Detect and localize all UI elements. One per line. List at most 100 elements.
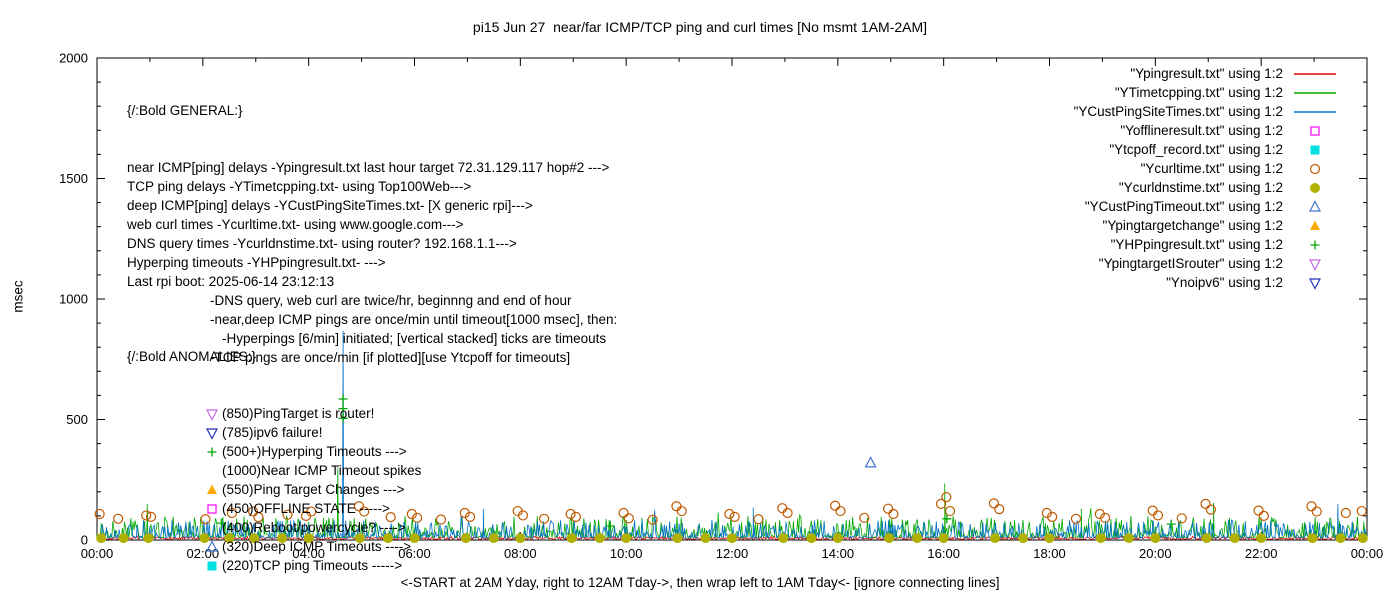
data-point bbox=[207, 503, 217, 514]
data-point bbox=[1201, 533, 1212, 544]
data-point bbox=[515, 533, 526, 544]
legend-entry-Yofflineresult.txt: "Yofflineresult.txt" using 1:2 bbox=[1074, 121, 1338, 140]
legend-entry-YCustPingTimeout.txt: "YCustPingTimeout.txt" using 1:2 bbox=[1074, 197, 1338, 216]
data-point bbox=[207, 447, 217, 456]
data-point bbox=[832, 533, 843, 544]
anomaly-item: (450)OFFLINE STATE -----> bbox=[127, 499, 421, 518]
anomaly-text: (220)TCP ping Timeouts -----> bbox=[222, 558, 403, 573]
data-point bbox=[912, 533, 923, 544]
x-tick-label: 10:00 bbox=[610, 546, 643, 561]
data-point bbox=[989, 533, 1000, 544]
data-point bbox=[206, 408, 218, 421]
data-point bbox=[676, 505, 687, 517]
data-point bbox=[1310, 125, 1320, 136]
y-axis-label: msec bbox=[10, 280, 26, 313]
anomaly-text: (450)OFFLINE STATE -----> bbox=[222, 501, 390, 516]
data-point bbox=[753, 514, 764, 525]
legend: "Ypingresult.txt" using 1:2 "YTimetcpping… bbox=[1074, 64, 1338, 292]
data-point bbox=[935, 498, 947, 509]
anomaly-item: (785)ipv6 failure! bbox=[127, 423, 421, 442]
data-point bbox=[724, 508, 735, 520]
data-point bbox=[409, 533, 420, 544]
anomaly-item: (1000)Near ICMP Timeout spikes bbox=[127, 461, 421, 480]
data-point bbox=[435, 514, 447, 525]
data-point bbox=[1200, 498, 1211, 509]
data-point bbox=[777, 503, 788, 514]
data-point bbox=[306, 506, 317, 517]
data-point bbox=[1018, 533, 1029, 544]
general-line: -near,deep ICMP pings are once/min until… bbox=[210, 312, 618, 327]
legend-label: "YCustPingSiteTimes.txt" using 1:2 bbox=[1073, 104, 1283, 119]
legend-entry-Ycurldnstime.txt: "Ycurldnstime.txt" using 1:2 bbox=[1074, 178, 1338, 197]
data-point bbox=[1147, 505, 1158, 516]
data-point bbox=[647, 514, 658, 525]
data-point bbox=[1152, 510, 1164, 521]
data-point bbox=[944, 505, 956, 517]
data-point bbox=[303, 533, 314, 544]
data-point bbox=[1306, 501, 1317, 512]
data-point bbox=[1310, 182, 1320, 193]
data-point bbox=[206, 427, 218, 440]
data-point bbox=[249, 533, 260, 544]
legend-entry-YTimetcpping.txt: "YTimetcpping.txt" using 1:2 bbox=[1074, 83, 1338, 102]
data-point bbox=[1340, 507, 1351, 519]
anomaly-item: (550)Ping Target Changes ---> bbox=[127, 480, 421, 499]
data-point bbox=[1309, 199, 1321, 212]
anomaly-item: (220)TCP ping Timeouts -----> bbox=[127, 556, 421, 575]
data-point bbox=[539, 513, 550, 524]
data-point bbox=[460, 533, 471, 544]
legend-sample-line-icon bbox=[1294, 110, 1336, 113]
data-point bbox=[1099, 512, 1111, 523]
data-point bbox=[1166, 519, 1176, 529]
data-point bbox=[566, 533, 577, 544]
legend-entry-YCustPingSiteTimes.txt: "YCustPingSiteTimes.txt" using 1:2 bbox=[1074, 102, 1338, 121]
legend-entry-YpingtargetISrouter: "YpingtargetISrouter" using 1:2 bbox=[1074, 254, 1338, 273]
anomaly-text: (320)Deep ICMP Timeouts ----> bbox=[222, 539, 412, 554]
data-point bbox=[700, 533, 711, 544]
data-point bbox=[621, 533, 632, 544]
data-point bbox=[1229, 533, 1240, 544]
data-point bbox=[1307, 533, 1318, 544]
data-point bbox=[859, 512, 870, 523]
x-tick-label: 20:00 bbox=[1139, 546, 1172, 561]
general-lines: near ICMP[ping] delays -Ypingresult.txt … bbox=[127, 158, 617, 367]
plus-icon bbox=[207, 447, 217, 456]
y-tick-label: 1500 bbox=[59, 171, 88, 186]
x-tick-label: 00:00 bbox=[81, 546, 114, 561]
data-point bbox=[118, 533, 129, 544]
data-point bbox=[141, 510, 152, 521]
legend-entry-Ypingtargetchange: "Ypingtargetchange" using 1:2 bbox=[1074, 216, 1338, 235]
legend-entry-Ytcpoff_record.txt: "Ytcpoff_record.txt" using 1:2 bbox=[1074, 140, 1338, 159]
data-point bbox=[488, 533, 499, 544]
data-point bbox=[778, 533, 789, 544]
data-point bbox=[353, 501, 365, 512]
data-point bbox=[1310, 220, 1320, 230]
data-point bbox=[729, 511, 740, 522]
triangle-open-icon bbox=[206, 539, 218, 552]
data-point bbox=[623, 513, 634, 524]
data-point bbox=[113, 513, 124, 524]
data-point bbox=[248, 506, 259, 517]
anomaly-item: (400)Reboot/powercycle? ----> bbox=[127, 518, 421, 537]
data-point bbox=[988, 498, 1000, 509]
data-point bbox=[1044, 533, 1055, 544]
legend-label: "Ytcpoff_record.txt" using 1:2 bbox=[1109, 142, 1283, 157]
data-point bbox=[338, 394, 348, 404]
legend-entry-YHPpingresult.txt: "YHPpingresult.txt" using 1:2 bbox=[1074, 235, 1338, 254]
data-point bbox=[1310, 145, 1320, 154]
x-tick-label: 12:00 bbox=[716, 546, 749, 561]
data-point bbox=[517, 510, 529, 521]
square-filled-icon bbox=[207, 561, 217, 570]
data-point bbox=[835, 505, 846, 517]
anomaly-text: (785)ipv6 failure! bbox=[222, 425, 323, 440]
data-point bbox=[1356, 505, 1367, 517]
data-point bbox=[200, 514, 211, 525]
data-point bbox=[1253, 505, 1264, 516]
data-point bbox=[594, 533, 605, 544]
data-point bbox=[354, 533, 365, 544]
legend-sample-triangle-down-open-icon bbox=[1309, 277, 1321, 290]
legend-label: "YTimetcpping.txt" using 1:2 bbox=[1114, 85, 1283, 100]
general-line: Hyperping timeouts -YHPpingresult.txt- -… bbox=[127, 255, 386, 270]
legend-sample-circle-open-icon bbox=[1309, 163, 1321, 174]
anomaly-rows: (850)PingTarget is router! (785)ipv6 fail… bbox=[127, 404, 421, 575]
